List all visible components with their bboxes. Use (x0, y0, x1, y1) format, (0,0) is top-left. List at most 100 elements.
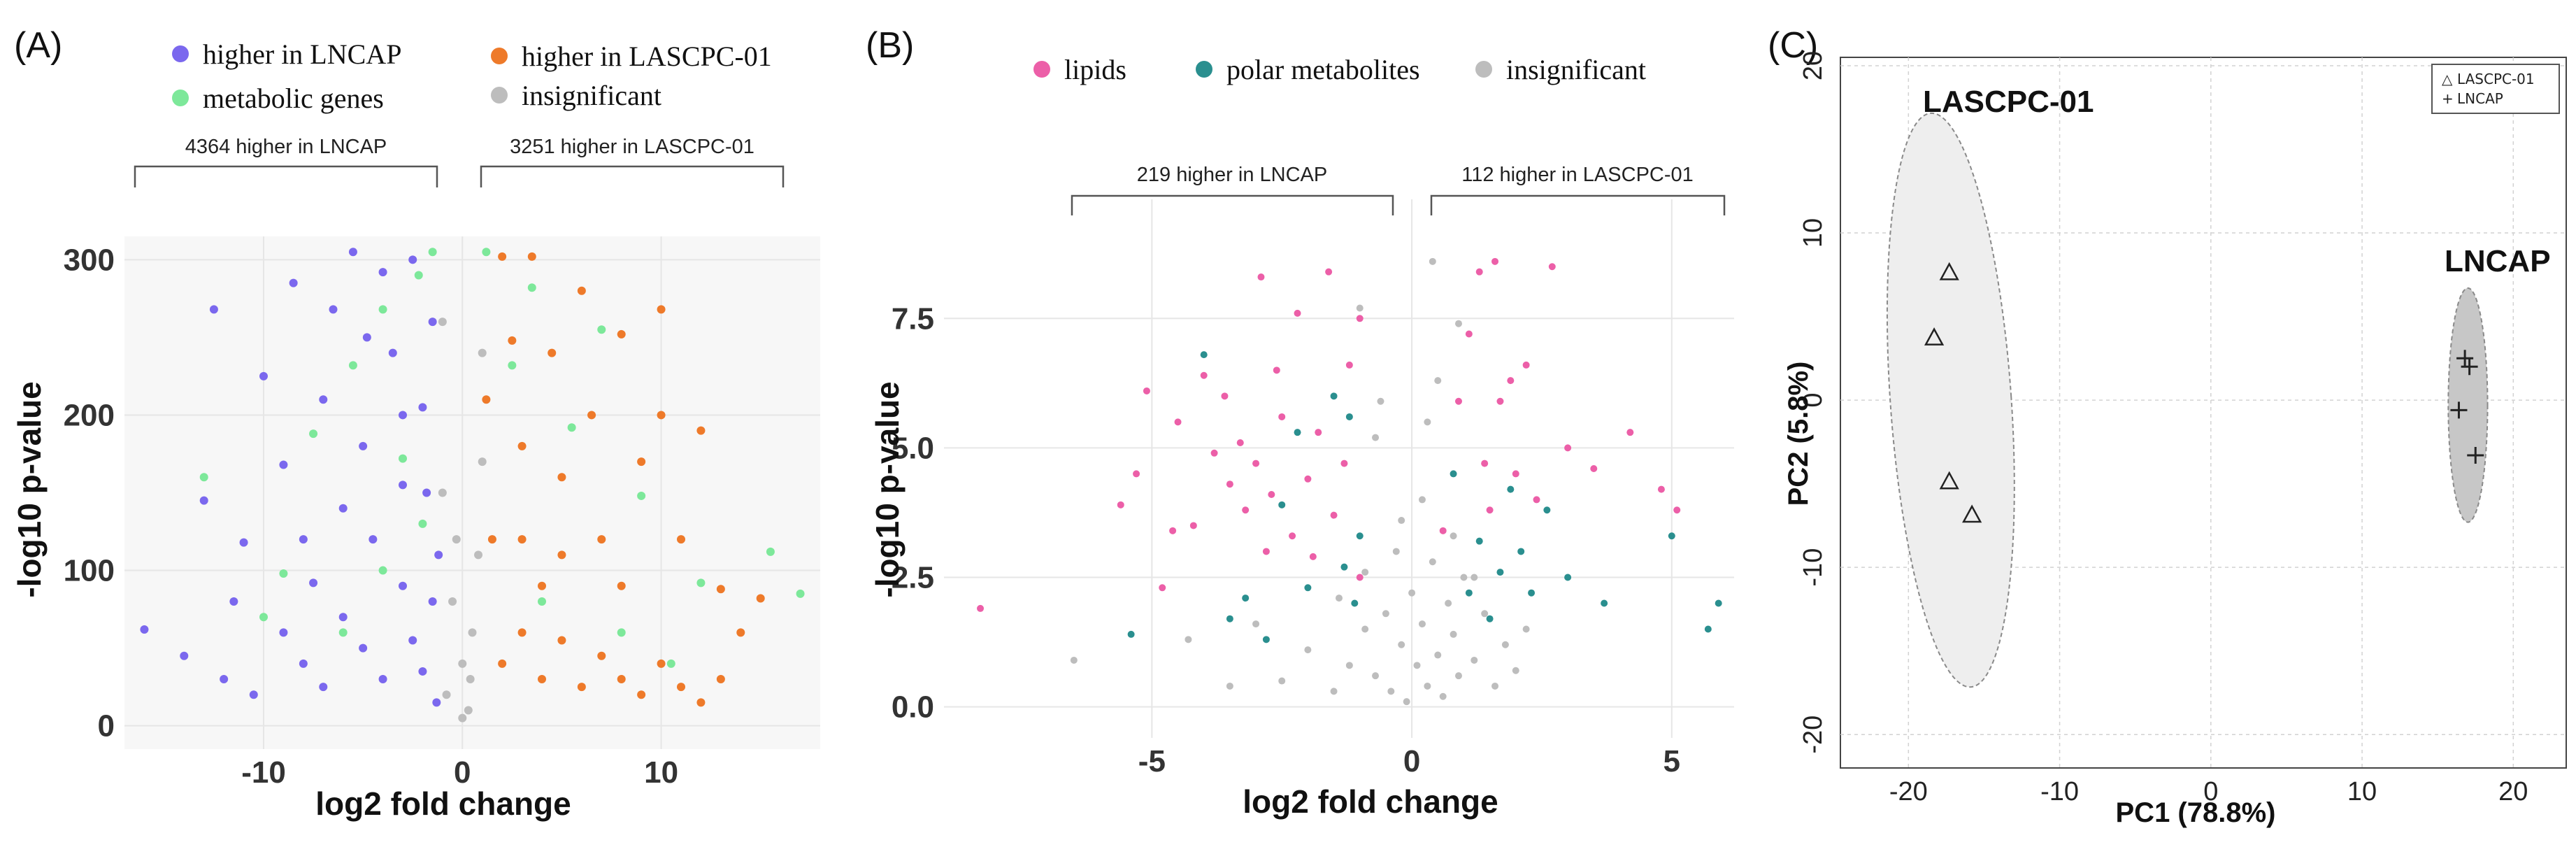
point-higher-in-lascpc-01 (577, 683, 586, 692)
point-higher-in-lncap (249, 690, 258, 699)
plot-a-ytick-label: 300 (64, 243, 115, 277)
point-metabolic-genes (259, 613, 268, 622)
point-insignificant (474, 550, 483, 560)
point-polar-metabolites (1507, 485, 1515, 493)
legend-text-lipids: lipids (1064, 54, 1126, 85)
plot-b-ylabel: -log10 p-value (869, 381, 906, 597)
point-lipids (1340, 460, 1348, 467)
point-higher-in-lascpc-01 (557, 473, 566, 482)
plot-a-ytick-label: 0 (98, 709, 115, 743)
point-higher-in-lncap (180, 651, 189, 660)
point-polar-metabolites (1356, 532, 1364, 540)
point-insignificant (1491, 682, 1499, 690)
point-higher-in-lncap (399, 581, 407, 590)
brace-b-right-text: 112 higher in LASCPC-01 (1461, 164, 1694, 186)
point-lipids (1262, 548, 1270, 555)
plot-c-ytick-label: 0 (1798, 393, 1828, 408)
plot-c-xtick-label: 20 (2498, 777, 2528, 806)
panel-b-legend: lipids polar metabolites insignificant (1033, 54, 1646, 85)
point-insignificant (458, 659, 467, 668)
legend-marker-insignificant-b (1475, 61, 1492, 78)
point-insignificant (1454, 672, 1462, 680)
point-polar-metabolites (1450, 470, 1457, 478)
point-insignificant (452, 535, 461, 544)
point-higher-in-lascpc-01 (756, 594, 765, 603)
point-higher-in-lncap (359, 643, 368, 653)
point-metabolic-genes (796, 589, 805, 598)
point-lipids (1200, 371, 1208, 379)
point-polar-metabolites (1528, 589, 1536, 597)
point-lascpc-01 (1939, 471, 1959, 490)
point-insignificant (1460, 574, 1468, 581)
point-insignificant (1377, 397, 1384, 405)
point-polar-metabolites (1304, 584, 1312, 592)
plot-c-ytick-label: -10 (1798, 548, 1828, 587)
point-insignificant (458, 713, 467, 723)
point-higher-in-lncap (338, 504, 348, 513)
point-metabolic-genes (309, 429, 318, 439)
point-metabolic-genes (399, 454, 407, 463)
point-higher-in-lncap (209, 305, 218, 314)
point-higher-in-lncap (434, 550, 443, 560)
plot-c-ylabel: PC2 (5.8%) (1783, 362, 1814, 506)
point-insignificant (1356, 304, 1364, 312)
point-higher-in-lascpc-01 (517, 441, 527, 450)
point-insignificant (478, 348, 487, 357)
point-insignificant (464, 706, 473, 715)
legend-c-symbol-0: △ (2442, 71, 2453, 87)
point-insignificant (1070, 656, 1078, 664)
point-lipids (1533, 496, 1540, 504)
point-insignificant (1226, 682, 1233, 690)
legend-text-metabolic: metabolic genes (203, 83, 384, 114)
point-polar-metabolites (1496, 569, 1504, 576)
point-higher-in-lascpc-01 (577, 286, 586, 295)
point-lncap (2461, 358, 2478, 376)
point-insignificant (1418, 496, 1426, 504)
point-insignificant (1429, 257, 1436, 265)
legend-marker-lncap (172, 45, 189, 62)
point-higher-in-lascpc-01 (557, 550, 566, 560)
point-polar-metabolites (1475, 537, 1483, 545)
point-lipids (1315, 429, 1322, 436)
point-polar-metabolites (1127, 630, 1135, 638)
point-insignificant (1512, 667, 1519, 674)
point-insignificant (448, 597, 457, 606)
point-higher-in-lncap (408, 636, 417, 645)
point-higher-in-lncap (319, 395, 328, 404)
point-higher-in-lascpc-01 (677, 683, 685, 692)
point-insignificant (1450, 630, 1457, 638)
point-higher-in-lncap (299, 535, 308, 544)
point-lipids (1221, 392, 1229, 400)
legend-marker-lascpc (491, 48, 508, 64)
point-higher-in-lascpc-01 (617, 581, 626, 590)
point-insignificant (1361, 569, 1369, 576)
brace-b-left (1071, 194, 1394, 215)
point-lipids (1507, 377, 1515, 385)
point-insignificant (1522, 625, 1530, 633)
point-insignificant (1330, 688, 1338, 695)
point-higher-in-lascpc-01 (696, 426, 706, 435)
point-higher-in-lncap (418, 403, 427, 412)
point-metabolic-genes (348, 361, 357, 370)
point-insignificant (468, 628, 477, 637)
brace-b-right (1430, 194, 1726, 215)
plot-c-ytick-label: 20 (1798, 51, 1828, 80)
point-lipids (1626, 429, 1634, 436)
legend-text-lncap: higher in LNCAP (203, 38, 401, 70)
point-lipids (1174, 418, 1182, 426)
point-insignificant (1424, 418, 1431, 426)
point-lipids (1454, 397, 1462, 405)
point-higher-in-lncap (309, 578, 318, 588)
point-polar-metabolites (1486, 615, 1494, 622)
plot-b-ytick-label: 7.5 (892, 301, 934, 336)
point-insignificant (1372, 672, 1380, 680)
point-insignificant (1185, 636, 1192, 643)
plot-b-xlabel: log2 fold change (1243, 783, 1498, 820)
plot-a-xtick-label: -10 (241, 755, 286, 790)
point-higher-in-lncap (338, 613, 348, 622)
point-lipids (1117, 501, 1124, 508)
point-polar-metabolites (1543, 506, 1551, 514)
legend-text-insignificant-b: insignificant (1506, 54, 1646, 85)
point-insignificant (1398, 641, 1405, 648)
point-lipids (1345, 361, 1353, 369)
